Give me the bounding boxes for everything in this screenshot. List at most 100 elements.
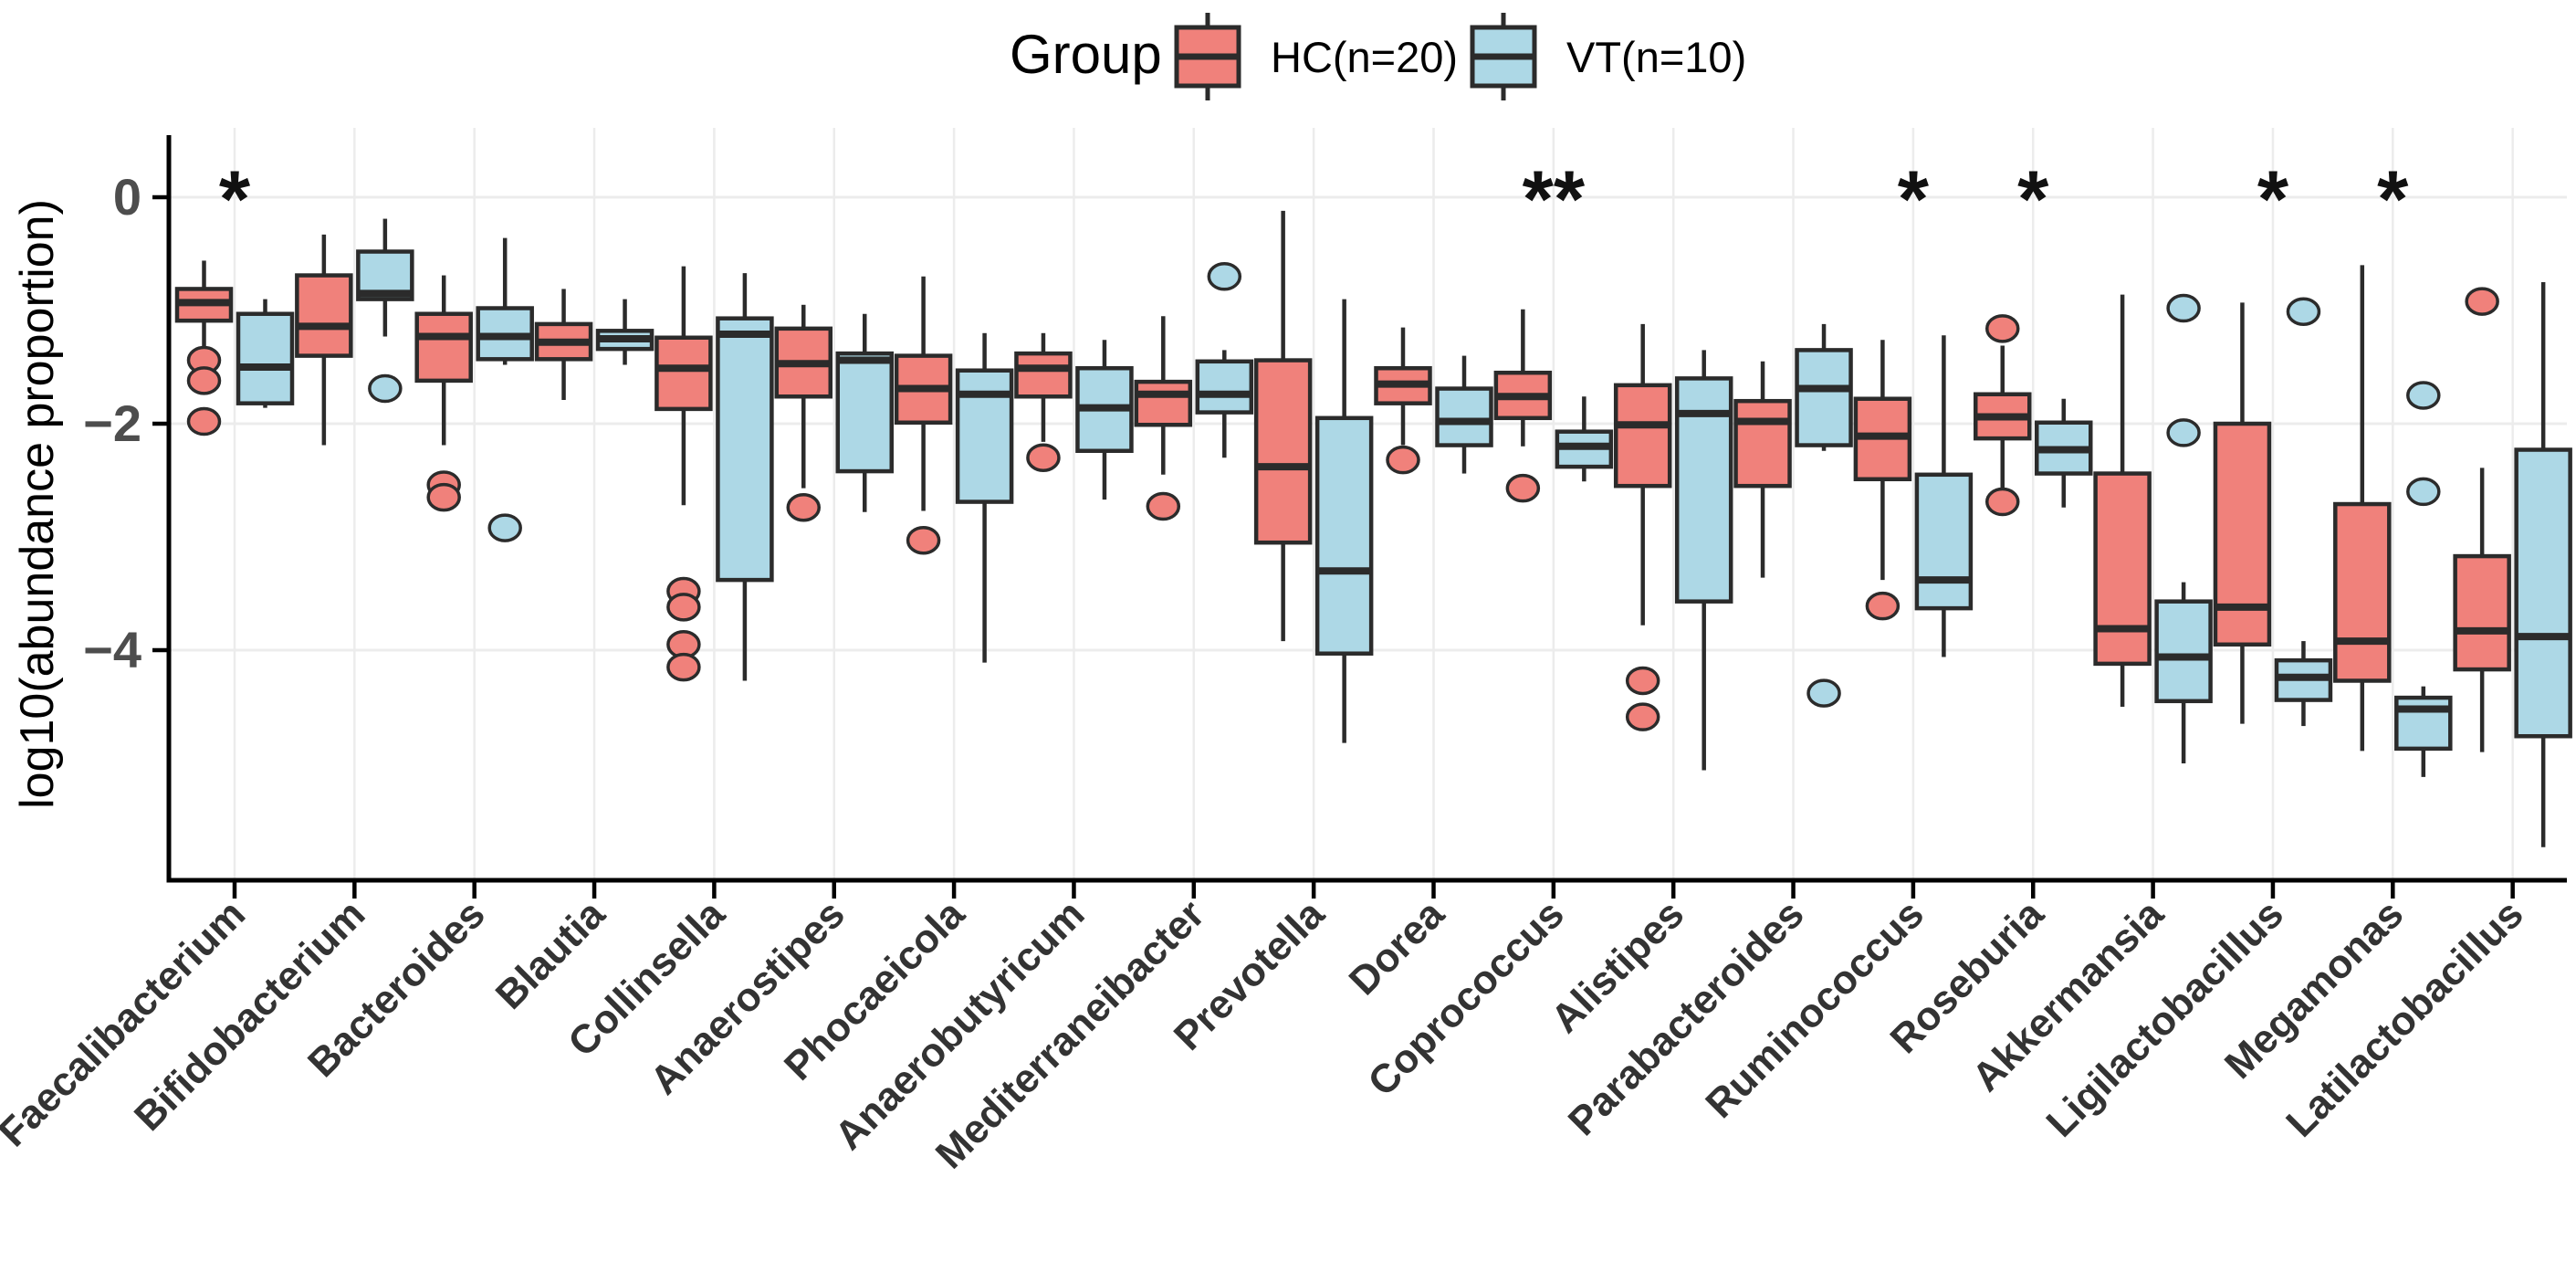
boxplot-vt-coprococcus (1555, 396, 1614, 482)
boxplot-vt-anaerobutyricum (1075, 340, 1134, 500)
boxplot-hc-prevotella (1253, 210, 1313, 642)
boxplot-vt-roseburia (2035, 398, 2093, 508)
boxplot-vt-alistipes (1674, 350, 1733, 771)
iqr-box (1314, 415, 1374, 656)
legend-title: Group (1010, 24, 1162, 85)
boxplot-vt-faecalibacterium (236, 299, 295, 408)
boxplot-vt-ligilactobacillus (2274, 297, 2333, 727)
outlier-point (1625, 702, 1660, 731)
boxplot-hc-blautia (534, 289, 593, 400)
outlier-point (2406, 381, 2441, 410)
significance-star: * (2257, 153, 2289, 244)
legend-key-vt (1470, 13, 1537, 100)
iqr-box (1134, 379, 1193, 427)
iqr-box (2453, 553, 2511, 672)
boxplot-hc-latilactobacillus (2453, 287, 2511, 752)
boxplot-hc-faecalibacterium (174, 260, 234, 436)
iqr-box (2333, 501, 2392, 683)
outlier-point (1505, 473, 1541, 503)
boxplot-hc-parabacteroides (1733, 361, 1792, 578)
iqr-box (1613, 383, 1672, 489)
iqr-box (2394, 695, 2453, 752)
gridlines-layer (169, 128, 2567, 880)
iqr-box (1914, 472, 1974, 611)
outlier-point (368, 373, 403, 404)
legend: Group HC(n=20) VT(n=10) (1010, 13, 1746, 100)
boxplot-vt-bacteroides (476, 237, 534, 542)
significance-star: * (1898, 153, 1930, 244)
significance-star: * (219, 153, 251, 244)
significance-star: ** (1523, 153, 1586, 244)
iqr-box (1795, 348, 1853, 447)
outlier-point (2286, 297, 2321, 326)
boxplot-vt-blautia (595, 299, 654, 365)
outlier-point (906, 525, 941, 555)
iqr-box (716, 316, 774, 583)
iqr-box (2154, 599, 2213, 704)
outlier-point (2166, 293, 2201, 323)
boxplot-hc-ruminococcus (1853, 340, 1912, 621)
boxplot-hc-ligilactobacillus (2213, 302, 2272, 724)
outlier-point (2166, 418, 2201, 447)
outlier-point (1625, 666, 1660, 696)
significance-star: * (2377, 153, 2409, 244)
x-tick-label: Ruminococcus (1697, 891, 1932, 1127)
iqr-box (2514, 447, 2572, 739)
boxplot-vt-anaerostipes (835, 313, 894, 512)
iqr-box (1733, 398, 1792, 489)
legend-label-vt: VT(n=10) (1566, 33, 1746, 81)
boxplot-vt-bifidobacterium (356, 218, 414, 404)
iqr-box (1435, 386, 1493, 447)
iqr-box (2093, 471, 2152, 667)
boxplot-hc-coprococcus (1493, 309, 1553, 503)
iqr-box (1195, 359, 1254, 415)
y-tick-label: −4 (83, 621, 141, 678)
boxplot-vt-parabacteroides (1795, 323, 1853, 708)
boxplot-hc-dorea (1374, 327, 1432, 475)
iqr-box (236, 311, 295, 405)
y-tick-label: 0 (113, 168, 141, 226)
legend-label-hc: HC(n=20) (1271, 33, 1458, 81)
outlier-point (1386, 445, 1420, 475)
outlier-point (1806, 678, 1841, 708)
outlier-point (2406, 477, 2441, 507)
boxplot-vt-mediterraneibacter (1195, 262, 1254, 458)
iqr-box (2213, 421, 2272, 647)
outlier-point (1865, 591, 1901, 621)
significance-layer: * ** * * * * (219, 153, 2409, 244)
boxes-layer (174, 210, 2572, 847)
outlier-point (1146, 491, 1181, 521)
boxplot-hc-bifidobacterium (295, 234, 353, 446)
outlier-point (186, 406, 222, 436)
iqr-box (955, 368, 1014, 504)
y-axis-title: log10(abundance proportion) (11, 199, 64, 809)
boxplot-hc-anaerobutyricum (1014, 332, 1073, 472)
boxplot-hc-anaerostipes (774, 304, 832, 522)
iqr-box (654, 335, 713, 412)
significance-star: * (2017, 153, 2049, 244)
boxplot-hc-phocaeicola (894, 276, 953, 555)
boxplot-hc-megamonas (2333, 265, 2392, 752)
iqr-box (1253, 358, 1313, 545)
outlier-point (487, 513, 522, 542)
boxplot-hc-collinsella (654, 266, 713, 682)
outlier-point (2465, 287, 2499, 316)
boxplot-hc-akkermansia (2093, 294, 2152, 707)
outlier-point (1985, 314, 2020, 343)
iqr-box (295, 273, 353, 358)
boxplot-vt-megamonas (2394, 381, 2453, 777)
boxplot-vt-phocaeicola (955, 332, 1014, 663)
iqr-box (414, 311, 473, 384)
outlier-point (426, 482, 461, 512)
boxplot-vt-dorea (1435, 355, 1493, 474)
y-tick-label: −2 (83, 394, 141, 452)
boxplot-vt-prevotella (1314, 299, 1374, 743)
boxplot-vt-akkermansia (2154, 293, 2213, 763)
outlier-point (1026, 443, 1061, 472)
boxplot-vt-ruminococcus (1914, 335, 1974, 657)
iqr-box (1014, 351, 1073, 399)
outlier-point (666, 593, 701, 622)
outlier-point (1985, 487, 2020, 517)
